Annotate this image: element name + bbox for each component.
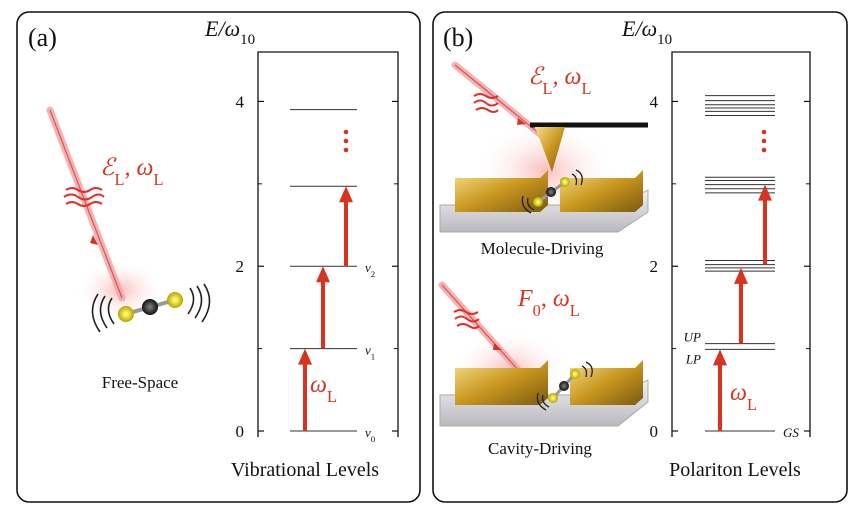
arrow-head: [339, 186, 353, 203]
axis-title-text: E: [204, 16, 219, 41]
scene-caption: Cavity-Driving: [488, 439, 592, 458]
axis-frame: [671, 51, 811, 437]
transition-arrow: [339, 186, 353, 267]
panel-frame: [432, 11, 848, 503]
level-label: UP: [684, 330, 701, 345]
panel-frame: [16, 11, 421, 503]
axis-title-sub: 10: [240, 32, 255, 48]
level-label: GS: [783, 425, 799, 440]
y-tick-label: 2: [650, 257, 659, 276]
y-tick-label: 4: [236, 92, 245, 111]
level-label: ν2: [365, 260, 375, 279]
field-label-text: , ω: [541, 286, 570, 312]
axis-frame: [257, 51, 399, 437]
axis-title: E/ω10: [204, 16, 255, 48]
y-tick-label: 0: [236, 422, 245, 441]
panel-label: (b): [443, 23, 473, 52]
arrow-head: [758, 184, 772, 201]
arrow-head: [734, 267, 748, 284]
field-label-text: ℰ: [528, 64, 545, 90]
field-label: ℰL, ωL: [528, 64, 591, 98]
transition-arrow: [316, 266, 330, 349]
transition-arrow: [734, 267, 748, 344]
axis-caption: Vibrational Levels: [231, 459, 379, 481]
field-label-text: ℰ: [100, 155, 117, 181]
frequency-label-text: ω: [730, 380, 747, 406]
transition-arrow: [758, 184, 772, 265]
field-label: ℰL, ωL: [100, 155, 163, 189]
ellipsis: [343, 129, 767, 153]
level-label-text: ν: [365, 343, 371, 358]
molecule-driving-illustration: [439, 61, 649, 233]
field-label-text: , ω: [553, 64, 582, 90]
level-label: ν0: [365, 425, 376, 444]
transition-arrow: [713, 349, 727, 431]
axis-title-text: /ω: [216, 16, 240, 41]
level-label: ν1: [365, 343, 375, 362]
frequency-label: ωL: [730, 380, 757, 414]
frequency-label: ωL: [310, 372, 337, 406]
level-label-text: UP: [684, 330, 701, 345]
level-label-text: ν: [365, 425, 371, 440]
axis-title: E/ω10: [621, 16, 672, 48]
axis-title-sub: 10: [657, 32, 672, 48]
axis-caption: Polariton Levels: [669, 459, 801, 481]
level-label: LP: [685, 351, 701, 366]
field-label-text: , ω: [125, 155, 154, 181]
field-label-sub: L: [115, 170, 125, 189]
transition-arrow: [298, 348, 312, 431]
level-label-text: ν: [365, 260, 371, 275]
free-space-illustration: [46, 106, 211, 333]
scene-caption: Free-Space: [102, 373, 178, 392]
y-tick-label: 4: [650, 92, 659, 111]
field-label-sub: L: [581, 79, 591, 98]
y-tick-label: 0: [650, 422, 659, 441]
axis-title-text: E: [621, 16, 636, 41]
field-label: F0, ωL: [517, 286, 580, 320]
level-label-sub: 1: [371, 352, 375, 362]
frequency-label-sub: L: [327, 387, 337, 406]
field-label-sub: L: [570, 301, 580, 320]
arrow-head: [316, 266, 330, 283]
y-tick-label: 2: [236, 257, 245, 276]
panel-label: (a): [28, 23, 57, 52]
level-label-sub: 2: [371, 269, 375, 279]
level-label-sub: 0: [371, 434, 376, 444]
field-label-sub: 0: [533, 301, 541, 320]
level-label-text: GS: [783, 425, 799, 440]
arrow-head: [298, 348, 312, 365]
level-label-text: LP: [685, 351, 701, 366]
frequency-label-text: ω: [310, 372, 327, 398]
cavity-driving-illustration: [438, 281, 649, 427]
field-label-sub: L: [543, 79, 553, 98]
arrow-head: [713, 349, 727, 366]
frequency-label-sub: L: [747, 395, 757, 414]
axis-title-text: /ω: [633, 16, 657, 41]
field-label-sub: L: [153, 170, 163, 189]
scene-caption: Molecule-Driving: [481, 239, 604, 258]
field-label-text: F: [517, 286, 533, 312]
